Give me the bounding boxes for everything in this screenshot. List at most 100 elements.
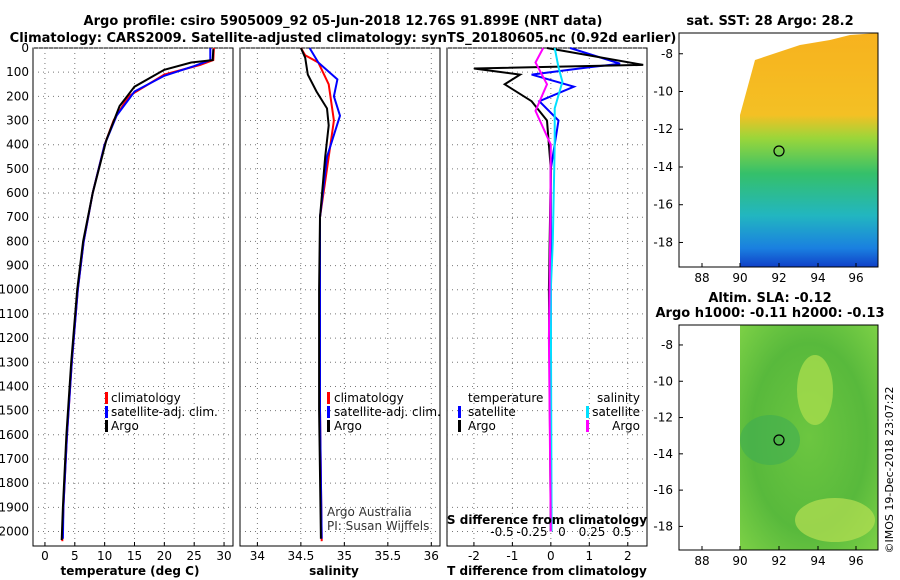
- copyright-stamp: ©IMOS 19-Dec-2018 23:07:22: [883, 387, 896, 554]
- x-tick-label: 0: [41, 549, 49, 563]
- map2-title-line2: Argo h1000: -0.11 h2000: -0.13: [655, 306, 884, 321]
- temperature-xlabel: temperature (deg C): [61, 564, 200, 578]
- depth-tick-label: 600: [6, 186, 29, 200]
- legend-label: satellite-adj. clim.: [334, 405, 441, 419]
- x-tick-label: 35.5: [374, 549, 401, 563]
- depth-tick-label: 100: [6, 65, 29, 79]
- depth-tick-label: 1600: [0, 428, 29, 442]
- depth-tick-label: 1800: [0, 476, 29, 490]
- series-line: [549, 47, 564, 532]
- title-line2: Climatology: CARS2009. Satellite-adjuste…: [10, 31, 677, 46]
- map-x-tick-label: 96: [848, 554, 863, 568]
- depth-tick-label: 1900: [0, 500, 29, 514]
- map-x-tick-label: 88: [694, 271, 709, 285]
- depth-tick-label: 700: [6, 210, 29, 224]
- depth-axis: 0 100 200 300 400 500 600 700 800 900 1000 1100 1200…: [0, 41, 29, 538]
- legend-label: climatology: [111, 391, 181, 405]
- map-y-tick-label: -8: [661, 338, 673, 352]
- x-tick-label: 5: [71, 549, 79, 563]
- legend-swatch-argo: [327, 420, 330, 432]
- depth-tick-label: 1100: [0, 307, 29, 321]
- difference-legend: temperature satellite Argo salinity sate…: [458, 391, 640, 433]
- map-y-tick-label: -18: [653, 519, 673, 533]
- map-y-tick-label: -14: [653, 160, 673, 174]
- depth-tick-label: 800: [6, 234, 29, 248]
- legend-label: climatology: [334, 391, 404, 405]
- sla-feature: [795, 498, 875, 542]
- x-tick-label: 10: [97, 549, 112, 563]
- legend-swatch-satellite: [105, 406, 108, 418]
- s-tick-label: -0.5: [490, 525, 513, 539]
- legend-swatch-climatology: [327, 392, 330, 404]
- legend-label: Argo: [468, 419, 496, 433]
- legend-swatch-t-satellite: [458, 406, 461, 418]
- legend-temp-title: temperature: [468, 391, 543, 405]
- salinity-panel: [239, 47, 441, 547]
- x-tick-label: 34.5: [288, 549, 315, 563]
- legend-swatch-s-satellite: [586, 406, 589, 418]
- series-line: [534, 47, 552, 532]
- depth-tick-label: 1200: [0, 331, 29, 345]
- x-tick-label: 15: [127, 549, 142, 563]
- map-y-tick-label: -16: [653, 483, 673, 497]
- s-tick-label: 0.25: [579, 525, 606, 539]
- map-y-tick-label: -10: [653, 374, 673, 388]
- map1-axes: 88 90 92 94 96 -8 -10 -12 -14 -16 -18: [653, 47, 863, 285]
- series-line: [60, 49, 215, 541]
- x-tick-label: 25: [187, 549, 202, 563]
- map-x-tick-label: 88: [694, 554, 709, 568]
- depth-tick-label: 900: [6, 259, 29, 273]
- legend-swatch-satellite: [327, 406, 330, 418]
- x-tick-labels: 0 5 10 15 20 25 30 34 34.5 35 35.5 36 -2 -1 0 1 2 -0.5 -0.…: [41, 525, 631, 563]
- credit-line2: PI: Susan Wijffels: [327, 519, 429, 533]
- series-line: [308, 47, 342, 539]
- map-y-tick-label: -18: [653, 235, 673, 249]
- title-line1: Argo profile: csiro 5905009_92 05-Jun-20…: [84, 14, 603, 29]
- s-tick-label: 0.5: [612, 525, 631, 539]
- depth-tick-label: 0: [21, 41, 29, 55]
- series-line: [61, 47, 215, 542]
- legend-swatch-argo: [105, 420, 108, 432]
- sla-map: [678, 324, 879, 551]
- temperature-legend: climatology satellite-adj. clim. Argo: [105, 391, 218, 433]
- x-tick-label: 34: [250, 549, 265, 563]
- x-tick-label: 20: [157, 549, 172, 563]
- x-tick-label: 1: [585, 549, 593, 563]
- x-tick-label: 0: [547, 549, 555, 563]
- series-line: [299, 47, 330, 539]
- salinity-legend: climatology satellite-adj. clim. Argo Ar…: [327, 391, 441, 533]
- map-x-tick-label: 94: [810, 554, 825, 568]
- x-tick-label: 36: [424, 549, 439, 563]
- sla-feature: [797, 355, 833, 425]
- legend-label: satellite: [468, 405, 516, 419]
- legend-label: Argo: [111, 419, 139, 433]
- legend-label: satellite: [592, 405, 640, 419]
- map-y-tick-label: -10: [653, 85, 673, 99]
- map2-title-line1: Altim. SLA: -0.12: [708, 291, 831, 306]
- credit-line1: Argo Australia: [327, 505, 412, 519]
- map-x-tick-label: 96: [848, 271, 863, 285]
- legend-swatch-s-argo: [586, 420, 589, 432]
- map-x-tick-label: 90: [732, 271, 747, 285]
- legend-swatch-climatology: [105, 392, 108, 404]
- legend-label: satellite-adj. clim.: [111, 405, 218, 419]
- depth-tick-label: 300: [6, 114, 29, 128]
- temperature-panel: [32, 47, 234, 547]
- map-y-tick-label: -14: [653, 447, 673, 461]
- sst-map: [678, 32, 879, 268]
- map-y-tick-label: -12: [653, 122, 673, 136]
- legend-swatch-t-argo: [458, 420, 461, 432]
- map-y-tick-label: -8: [661, 47, 673, 61]
- s-difference-xlabel: S difference from climatology: [447, 513, 647, 527]
- map-x-tick-label: 94: [810, 271, 825, 285]
- legend-sal-title: salinity: [597, 391, 640, 405]
- series-lines: [60, 47, 644, 542]
- map-x-tick-label: 92: [771, 271, 786, 285]
- map-y-tick-label: -12: [653, 411, 673, 425]
- sla-feature: [740, 415, 800, 465]
- x-tick-label: 30: [216, 549, 231, 563]
- depth-tick-label: 2000: [0, 524, 29, 538]
- sst-field: [740, 33, 878, 267]
- depth-tick-label: 400: [6, 138, 29, 152]
